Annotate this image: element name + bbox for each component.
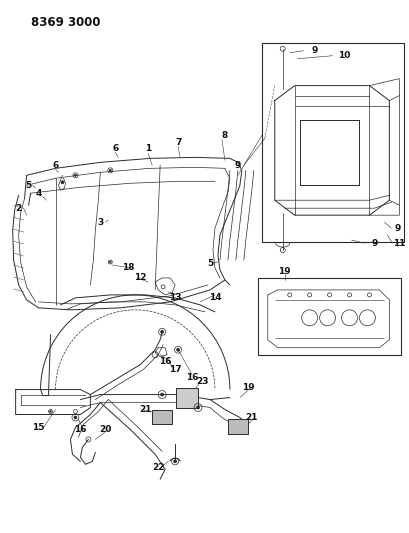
Text: 18: 18 bbox=[122, 263, 134, 272]
Text: 9: 9 bbox=[370, 239, 377, 248]
Circle shape bbox=[49, 411, 51, 413]
Text: 19: 19 bbox=[241, 383, 254, 392]
Text: 11: 11 bbox=[392, 239, 405, 248]
Text: 10: 10 bbox=[337, 51, 350, 60]
Text: 9: 9 bbox=[311, 46, 317, 55]
Text: 2: 2 bbox=[16, 204, 22, 213]
Text: 5: 5 bbox=[207, 259, 213, 268]
Text: 13: 13 bbox=[169, 293, 181, 302]
Text: 6: 6 bbox=[112, 144, 118, 153]
Circle shape bbox=[160, 393, 163, 396]
Circle shape bbox=[173, 460, 176, 463]
Text: 16: 16 bbox=[74, 425, 86, 434]
Text: 9: 9 bbox=[393, 224, 400, 232]
Circle shape bbox=[196, 406, 199, 409]
Text: 16: 16 bbox=[185, 373, 198, 382]
Text: 12: 12 bbox=[134, 273, 146, 282]
Circle shape bbox=[176, 348, 179, 351]
Text: 3: 3 bbox=[97, 217, 103, 227]
Text: 9: 9 bbox=[234, 161, 240, 170]
Text: 22: 22 bbox=[152, 463, 164, 472]
Text: 5: 5 bbox=[25, 181, 31, 190]
Text: 16: 16 bbox=[159, 357, 171, 366]
Text: 1: 1 bbox=[145, 144, 151, 153]
Text: 20: 20 bbox=[99, 425, 111, 434]
Circle shape bbox=[160, 330, 163, 333]
Text: 21: 21 bbox=[139, 405, 151, 414]
Text: 21: 21 bbox=[245, 413, 257, 422]
Bar bbox=[257, 278, 400, 354]
Text: 17: 17 bbox=[169, 365, 181, 374]
Text: 4: 4 bbox=[35, 189, 42, 198]
Text: 23: 23 bbox=[195, 377, 208, 386]
Text: 15: 15 bbox=[32, 423, 45, 432]
Circle shape bbox=[74, 174, 76, 176]
Bar bbox=[227, 419, 247, 434]
Circle shape bbox=[61, 181, 64, 184]
Bar bbox=[176, 387, 198, 408]
Bar bbox=[261, 43, 403, 242]
Text: 8369 3000: 8369 3000 bbox=[31, 17, 100, 29]
Text: 7: 7 bbox=[175, 138, 181, 147]
Text: 6: 6 bbox=[52, 161, 58, 170]
Text: 8: 8 bbox=[221, 131, 227, 140]
Circle shape bbox=[109, 261, 111, 263]
Text: 19: 19 bbox=[278, 268, 290, 277]
Bar bbox=[152, 409, 172, 424]
Circle shape bbox=[109, 169, 111, 171]
Text: 14: 14 bbox=[208, 293, 221, 302]
Circle shape bbox=[74, 416, 77, 419]
